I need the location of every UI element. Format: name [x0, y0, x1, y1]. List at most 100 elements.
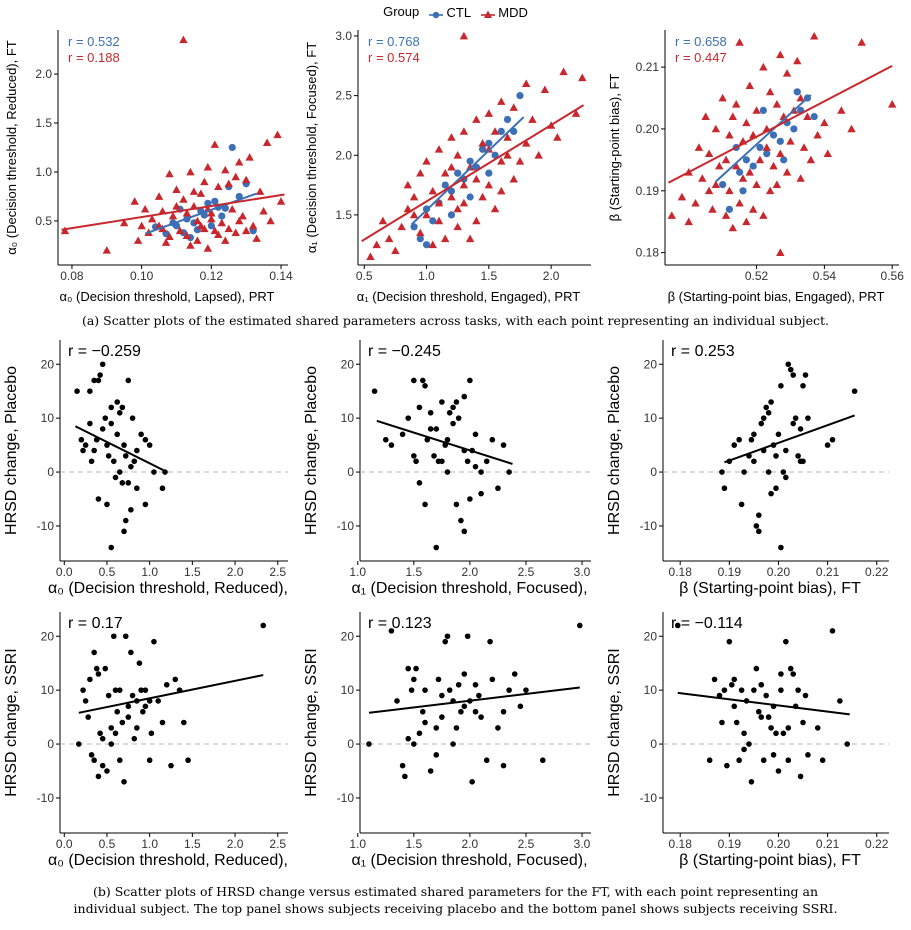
- x-tick-label: 0.54: [813, 269, 837, 283]
- x-axis-label: α₀ (Decision threshold, Reduced),: [48, 580, 288, 597]
- scatter-panel-4: 0.0 0.5 1.0 1.5 2.0 2.5 -10 0 10 20 α₀ (Decision t…: [0, 335, 300, 597]
- data-point: [411, 453, 417, 459]
- data-point-mdd: [721, 211, 731, 219]
- data-point-mdd: [677, 192, 687, 201]
- data-point-ctl: [416, 235, 424, 243]
- data-point-ctl: [478, 145, 487, 153]
- data-point: [95, 496, 102, 502]
- data-point: [108, 741, 115, 747]
- data-point-mdd: [459, 198, 469, 207]
- regression-line: [74, 425, 166, 472]
- y-tick-label: 1.5: [335, 208, 352, 222]
- data-point-mdd: [447, 133, 456, 141]
- y-tick-label: 10: [341, 411, 355, 425]
- data-point-ctl: [228, 143, 236, 152]
- data-point: [95, 377, 102, 384]
- data-point: [719, 719, 725, 726]
- data-point-mdd: [497, 157, 506, 165]
- data-point: [402, 773, 408, 780]
- data-point: [773, 730, 779, 737]
- data-point-ctl: [466, 157, 474, 165]
- data-point-mdd: [193, 216, 202, 225]
- y-axis-label: HRSD change, Placebo: [606, 366, 623, 535]
- data-point-mdd: [847, 124, 856, 133]
- x-axis-label: α₁ (Decision threshold, Focused),: [351, 580, 587, 597]
- x-tick-label: 0.08: [60, 269, 84, 283]
- data-point-mdd: [522, 139, 531, 147]
- data-point-ctl: [485, 139, 493, 147]
- data-point: [797, 426, 804, 432]
- data-point: [413, 458, 419, 465]
- data-point: [114, 431, 121, 438]
- data-point: [721, 687, 728, 693]
- data-point: [85, 714, 91, 720]
- data-point-mdd: [762, 143, 771, 151]
- data-point-mdd: [793, 56, 802, 65]
- data-point-mdd: [711, 124, 721, 133]
- data-point: [706, 757, 713, 764]
- data-point-mdd: [515, 157, 525, 165]
- data-point: [446, 687, 453, 693]
- data-point-mdd: [231, 228, 240, 237]
- data-point: [805, 752, 811, 758]
- data-point-mdd: [120, 218, 129, 227]
- data-point-mdd: [796, 93, 805, 102]
- data-point: [433, 544, 440, 551]
- data-point-mdd: [799, 143, 809, 151]
- data-point: [88, 458, 95, 465]
- data-point-ctl: [769, 131, 778, 139]
- data-point-mdd: [738, 174, 748, 182]
- data-point: [427, 426, 434, 432]
- data-point-ctl: [736, 168, 744, 176]
- data-point-mdd: [782, 69, 792, 77]
- data-point: [758, 681, 765, 688]
- data-point-mdd: [200, 177, 209, 186]
- x-tick-label: 0.22: [865, 565, 889, 579]
- data-point: [461, 703, 468, 710]
- x-tick-label: 0.19: [718, 837, 742, 851]
- correlation-annotation: r = 0.658: [675, 34, 727, 49]
- data-point: [405, 415, 412, 421]
- regression-line: [78, 674, 264, 714]
- x-tick-label: 2.0: [227, 565, 244, 579]
- data-point: [88, 752, 95, 758]
- y-axis-label: HRSD change, SSRI: [606, 648, 623, 797]
- data-point: [439, 458, 445, 465]
- y-tick-label: 1.5: [35, 116, 52, 130]
- data-point-mdd: [161, 238, 171, 246]
- data-point: [765, 469, 772, 475]
- data-point: [87, 388, 93, 395]
- x-tick-label: 0.20: [767, 565, 791, 579]
- data-point: [116, 469, 123, 475]
- data-point-mdd: [175, 226, 185, 235]
- y-tick-label: 20: [644, 357, 658, 371]
- data-point: [105, 453, 112, 459]
- data-point-mdd: [732, 100, 741, 108]
- data-point-mdd: [259, 206, 268, 215]
- data-point: [760, 757, 767, 764]
- data-point: [489, 676, 496, 683]
- data-point-mdd: [221, 236, 230, 244]
- scatter-panel-5: 1.0 1.5 2.0 2.5 3.0 -10 0 10 20 α₁ (Decision thre…: [300, 335, 603, 597]
- data-point-mdd: [217, 218, 226, 227]
- x-tick-label: 0.52: [745, 269, 769, 283]
- data-point-mdd: [752, 106, 761, 114]
- regression-line-mdd: [361, 104, 585, 242]
- data-point: [783, 474, 789, 481]
- y-tick-label: 20: [41, 357, 55, 371]
- regression-line: [724, 414, 855, 464]
- data-point-mdd: [803, 112, 812, 120]
- data-point-mdd: [745, 168, 754, 176]
- x-tick-label: 3.0: [574, 565, 591, 579]
- data-point: [435, 676, 442, 683]
- data-point: [134, 725, 140, 731]
- data-point: [778, 687, 784, 693]
- scatter-plot-1: 0.08 0.10 0.12 0.14 0.5 1.0 1.5 2.0 α₀ (Decision…: [4, 30, 293, 304]
- legend-ctl-marker: [428, 11, 443, 18]
- x-tick-label: 1.5: [184, 837, 201, 851]
- data-point: [99, 426, 106, 432]
- data-point-mdd: [725, 186, 734, 195]
- data-point: [97, 730, 103, 737]
- data-point-mdd: [182, 231, 192, 239]
- data-point: [738, 687, 745, 693]
